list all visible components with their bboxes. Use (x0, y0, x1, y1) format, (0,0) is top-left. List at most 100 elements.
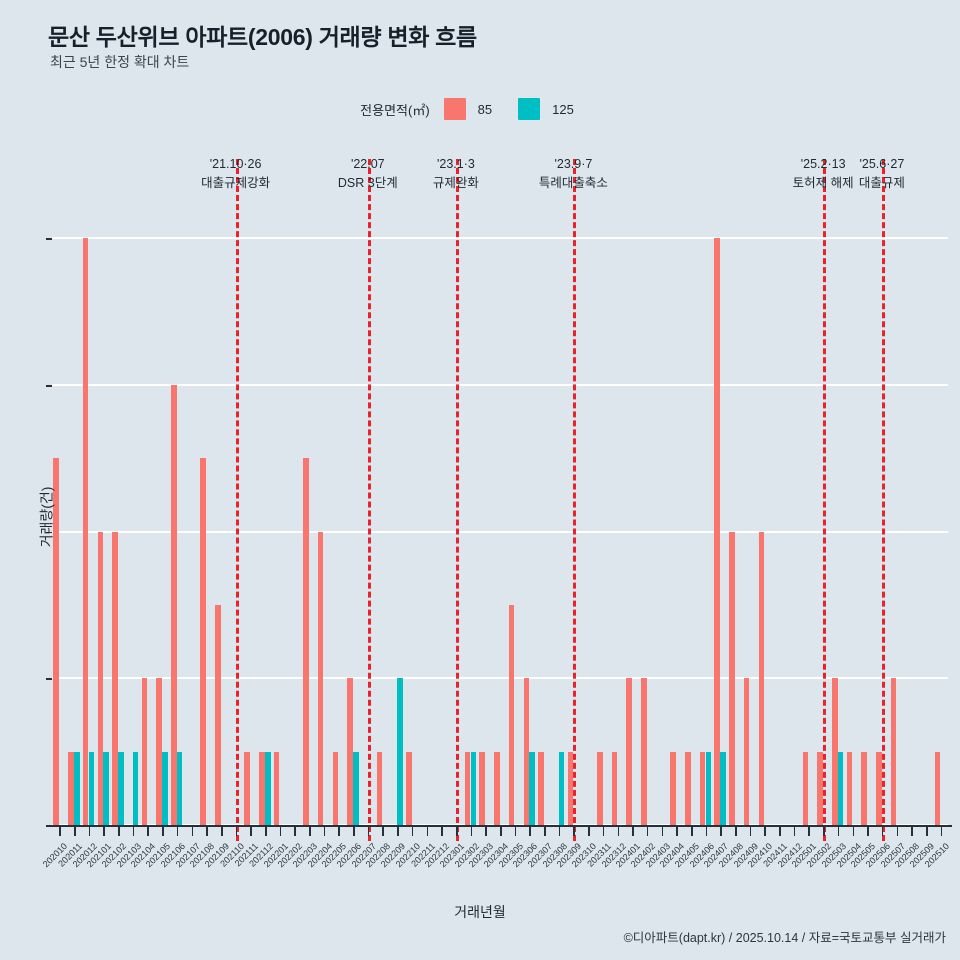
bar-202201-85[interactable] (273, 751, 280, 825)
bar-202306-125[interactable] (529, 751, 535, 825)
bar-202210-85[interactable] (405, 751, 412, 825)
bar-202203-85[interactable] (303, 458, 309, 825)
bar-202209-125[interactable] (397, 678, 403, 825)
page-title: 문산 두산위브 아파트(2006) 거래량 변화 흐름 (48, 24, 477, 50)
bar-202101-125[interactable] (103, 751, 109, 825)
x-tick-mark (823, 827, 825, 836)
x-tick-mark (279, 827, 282, 836)
x-tick-mark (309, 827, 311, 836)
event-date: '25.6·27 (859, 157, 905, 171)
bar-202011-85[interactable] (68, 751, 74, 825)
event-date: '23.9·7 (554, 157, 593, 171)
x-tick-mark (544, 827, 546, 836)
x-tick-mark (470, 827, 473, 836)
event-line-202110 (235, 159, 239, 841)
x-tick-mark (896, 827, 899, 836)
x-tick-mark (632, 827, 634, 836)
bar-202401-85[interactable] (626, 678, 632, 825)
bar-202308-125[interactable] (558, 751, 565, 825)
x-tick-mark (191, 827, 194, 836)
bar-202410-85[interactable] (758, 531, 765, 825)
x-tick-mark (500, 827, 502, 836)
event-text: 대출규제강화 (201, 175, 271, 190)
bar-202304-85[interactable] (494, 751, 500, 825)
bar-202502-85[interactable] (817, 751, 823, 825)
bar-202104-85[interactable] (141, 678, 148, 825)
bar-202102-85[interactable] (112, 531, 118, 825)
x-tick-mark (808, 827, 811, 836)
bar-202206-85[interactable] (347, 678, 353, 825)
legend-label-85: 85 (477, 101, 493, 117)
x-tick-mark (573, 827, 576, 836)
event-line-202502 (823, 159, 827, 841)
x-tick-mark (676, 827, 678, 836)
bar-202012-125[interactable] (88, 751, 95, 825)
x-tick-mark (103, 827, 105, 836)
bar-202303-85[interactable] (479, 751, 485, 825)
event-date: '25.2·13 (800, 157, 846, 171)
x-tick-mark (661, 827, 664, 836)
x-tick-mark (690, 827, 693, 836)
bar-202106-125[interactable] (176, 751, 183, 825)
footer-credit: ©디아파트(dapt.kr) / 2025.10.14 / 자료=국토교통부 실… (623, 931, 946, 945)
bar-202112-125[interactable] (264, 751, 271, 825)
bar-202011-125[interactable] (74, 751, 80, 825)
bar-202408-85[interactable] (729, 531, 735, 825)
x-tick-mark (74, 827, 76, 836)
bar-202505-85[interactable] (861, 751, 867, 825)
bar-202208-85[interactable] (376, 751, 383, 825)
x-tick-mark (250, 827, 252, 836)
legend-item-85[interactable]: 85 (443, 98, 493, 120)
bar-202506-85[interactable] (876, 751, 882, 825)
bar-202111-85[interactable] (244, 751, 250, 825)
bar-202103-125[interactable] (132, 751, 139, 825)
bar-202503-85[interactable] (831, 678, 838, 825)
bar-202307-85[interactable] (538, 751, 544, 825)
y-tick-mark (46, 531, 52, 534)
bar-202407-85[interactable] (714, 238, 720, 825)
bar-202204-85[interactable] (317, 531, 324, 825)
bar-202306-85[interactable] (523, 678, 530, 825)
bar-202312-85[interactable] (611, 751, 618, 825)
x-tick-mark (426, 827, 429, 836)
x-tick-mark (294, 827, 296, 836)
bar-202105-85[interactable] (156, 678, 162, 825)
x-tick-mark (735, 827, 737, 836)
bar-202109-85[interactable] (215, 605, 221, 825)
x-tick-mark (764, 827, 766, 836)
bar-202108-85[interactable] (200, 458, 206, 825)
bar-202405-85[interactable] (685, 751, 691, 825)
bar-202406-125[interactable] (705, 751, 712, 825)
bar-202102-125[interactable] (118, 751, 124, 825)
bar-202309-85[interactable] (567, 751, 574, 825)
bar-202205-85[interactable] (332, 751, 339, 825)
bar-202302-125[interactable] (470, 751, 477, 825)
bar-202010-85[interactable] (53, 458, 60, 825)
bar-202404-85[interactable] (670, 751, 676, 825)
event-text: 특례대출축소 (538, 175, 608, 190)
bar-202504-85[interactable] (846, 751, 853, 825)
bar-202311-85[interactable] (596, 751, 603, 825)
bar-202012-85[interactable] (82, 238, 89, 825)
bar-202402-85[interactable] (641, 678, 647, 825)
bar-202503-125[interactable] (837, 751, 844, 825)
bar-202406-85[interactable] (699, 751, 706, 825)
bar-202501-85[interactable] (802, 751, 809, 825)
bar-202106-85[interactable] (170, 385, 177, 825)
bar-202206-125[interactable] (353, 751, 359, 825)
bar-202305-85[interactable] (508, 605, 515, 825)
bar-202101-85[interactable] (97, 531, 104, 825)
x-axis-line (48, 825, 952, 827)
bar-202302-85[interactable] (464, 751, 471, 825)
event-label-202110: '21.10·26 대출규제강화 (201, 155, 270, 193)
legend-item-125[interactable]: 125 (518, 98, 574, 120)
x-tick-mark (867, 827, 869, 836)
bar-202409-85[interactable] (743, 678, 750, 825)
bar-202407-125[interactable] (720, 751, 726, 825)
bar-202510-85[interactable] (934, 751, 941, 825)
x-tick-mark (367, 827, 370, 836)
bar-202507-85[interactable] (890, 678, 897, 825)
bar-202112-85[interactable] (259, 751, 265, 825)
x-tick-mark (59, 827, 61, 836)
bar-202105-125[interactable] (162, 751, 168, 825)
